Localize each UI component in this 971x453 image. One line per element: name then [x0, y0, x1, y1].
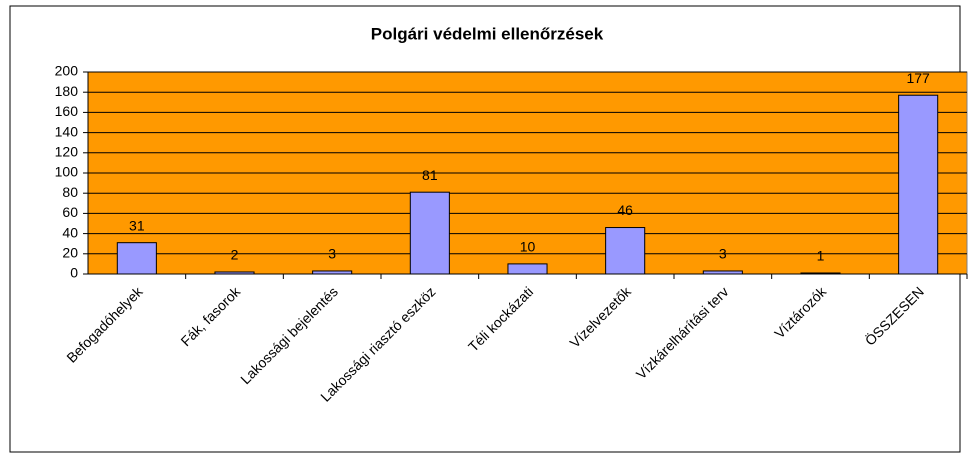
y-tick-label: 140	[55, 123, 79, 139]
bar	[116, 242, 157, 275]
y-tick-label: 80	[62, 184, 78, 200]
value-label: 177	[906, 70, 930, 86]
y-tick-label: 20	[62, 245, 78, 261]
y-tick-label: 100	[55, 164, 79, 180]
bar	[898, 94, 939, 275]
bar	[507, 263, 548, 275]
value-label: 10	[520, 239, 536, 255]
bar	[409, 191, 450, 275]
bar	[605, 227, 646, 275]
chart-title: Polgári védelmi ellenőrzések	[371, 24, 604, 43]
y-tick-label: 120	[55, 144, 79, 160]
value-label: 3	[328, 246, 336, 262]
y-tick-label: 160	[55, 103, 79, 119]
value-label: 1	[817, 248, 825, 264]
y-tick-label: 0	[70, 265, 78, 281]
y-tick-label: 180	[55, 83, 79, 99]
y-tick-label: 60	[62, 204, 78, 220]
value-label: 81	[422, 167, 438, 183]
y-tick-label: 200	[55, 63, 79, 79]
value-label: 3	[719, 246, 727, 262]
value-label: 46	[617, 202, 633, 218]
value-label: 31	[129, 217, 145, 233]
value-label: 2	[231, 247, 239, 263]
y-tick-label: 40	[62, 224, 78, 240]
